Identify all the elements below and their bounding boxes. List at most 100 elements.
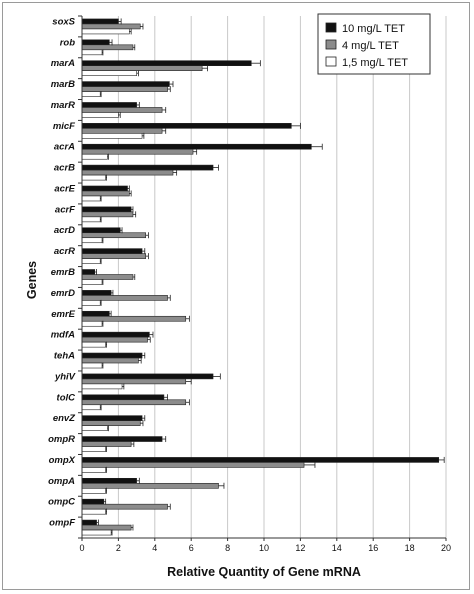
- error-bars-group: [94, 18, 445, 536]
- bar: [81, 153, 108, 160]
- bar: [81, 300, 101, 306]
- bar: [81, 70, 137, 76]
- bar: [81, 436, 163, 442]
- x-tick-label: 10: [259, 543, 269, 553]
- bar: [81, 295, 168, 301]
- bar: [81, 148, 194, 155]
- bar: [81, 112, 119, 118]
- category-label: soxS: [52, 16, 75, 27]
- bar: [81, 269, 96, 275]
- category-label: emrD: [51, 288, 75, 299]
- bar: [81, 216, 101, 223]
- y-axis-title: Genes: [25, 261, 39, 299]
- bar: [81, 498, 105, 505]
- category-label: envZ: [53, 413, 76, 424]
- bar: [81, 39, 110, 46]
- category-label: ompF: [49, 518, 75, 529]
- category-label: ompC: [48, 497, 75, 508]
- category-label: mdfA: [51, 330, 75, 341]
- bar: [81, 425, 108, 431]
- x-tick-label: 20: [441, 543, 451, 553]
- bar: [81, 383, 123, 390]
- bar: [81, 81, 170, 87]
- category-label: emrB: [51, 267, 75, 278]
- bar: [81, 86, 168, 92]
- bar: [81, 107, 163, 113]
- bar: [81, 102, 137, 108]
- bars-group: [81, 18, 440, 536]
- bar: [81, 91, 101, 97]
- category-label: acrE: [54, 183, 75, 194]
- bar: [81, 232, 147, 239]
- x-tick-label: 18: [405, 543, 415, 553]
- bar: [81, 143, 312, 150]
- category-label: acrF: [55, 204, 75, 215]
- category-label: acrD: [54, 225, 75, 236]
- x-axis-title: Relative Quantity of Gene mRNA: [167, 565, 361, 579]
- legend-swatch: [325, 22, 337, 33]
- x-tick-label: 14: [332, 543, 342, 553]
- bar: [81, 529, 112, 536]
- category-label: acrB: [54, 163, 75, 174]
- bar: [81, 274, 134, 280]
- legend-swatch: [325, 56, 337, 67]
- category-label: ompR: [48, 434, 75, 445]
- bar: [81, 258, 101, 264]
- bar: [81, 415, 143, 421]
- bar: [81, 60, 252, 67]
- bar: [81, 123, 292, 129]
- bar: [81, 441, 132, 447]
- bar: [81, 23, 141, 30]
- legend-box: [317, 13, 431, 75]
- bar: [81, 336, 148, 343]
- legend: 10 mg/L TET 4 mg/L TET 1,5 mg/L TET: [317, 13, 431, 75]
- x-tick-label: 6: [189, 543, 194, 553]
- legend-label: 1,5 mg/L TET: [342, 57, 408, 69]
- legend-swatch: [325, 39, 337, 50]
- bar: [81, 467, 106, 473]
- category-label: yhiV: [54, 371, 76, 382]
- bar: [81, 44, 134, 51]
- bar: [81, 49, 103, 56]
- bar: [81, 206, 132, 213]
- bar: [81, 279, 103, 285]
- bar: [81, 190, 130, 197]
- bar: [81, 357, 139, 364]
- x-tick-labels: 0 2 4 6 8 10 12 14 16 18 20: [79, 538, 451, 553]
- category-label: marR: [51, 100, 75, 111]
- bar: [81, 227, 121, 234]
- bar: [81, 508, 106, 515]
- category-label: emrE: [51, 309, 75, 320]
- category-label: ompA: [48, 476, 75, 487]
- bar: [81, 211, 134, 218]
- category-label: ompX: [49, 455, 76, 466]
- x-tick-label: 12: [295, 543, 305, 553]
- bar: [81, 420, 141, 426]
- category-label: acrA: [54, 142, 75, 153]
- x-tick-label: 16: [368, 543, 378, 553]
- bar: [81, 378, 187, 385]
- x-tick-label: 0: [79, 543, 84, 553]
- bar: [81, 237, 103, 244]
- bar: [81, 133, 143, 139]
- bar: [81, 399, 187, 406]
- category-label: marB: [51, 79, 75, 90]
- bar: [81, 404, 101, 411]
- bar: [81, 446, 106, 452]
- x-tick-label: 2: [116, 543, 121, 553]
- bar: [81, 341, 106, 348]
- bar: [81, 503, 168, 510]
- bar: [81, 174, 106, 181]
- category-label: micF: [53, 121, 75, 132]
- bar: [81, 128, 163, 134]
- category-label: rob: [60, 37, 76, 48]
- bar: [81, 331, 150, 338]
- bar: [81, 185, 128, 192]
- category-label: acrR: [54, 246, 75, 257]
- bar: [81, 482, 219, 489]
- bar: [81, 524, 132, 531]
- bar: [81, 65, 203, 71]
- bar: [81, 394, 165, 401]
- bar: [81, 362, 103, 369]
